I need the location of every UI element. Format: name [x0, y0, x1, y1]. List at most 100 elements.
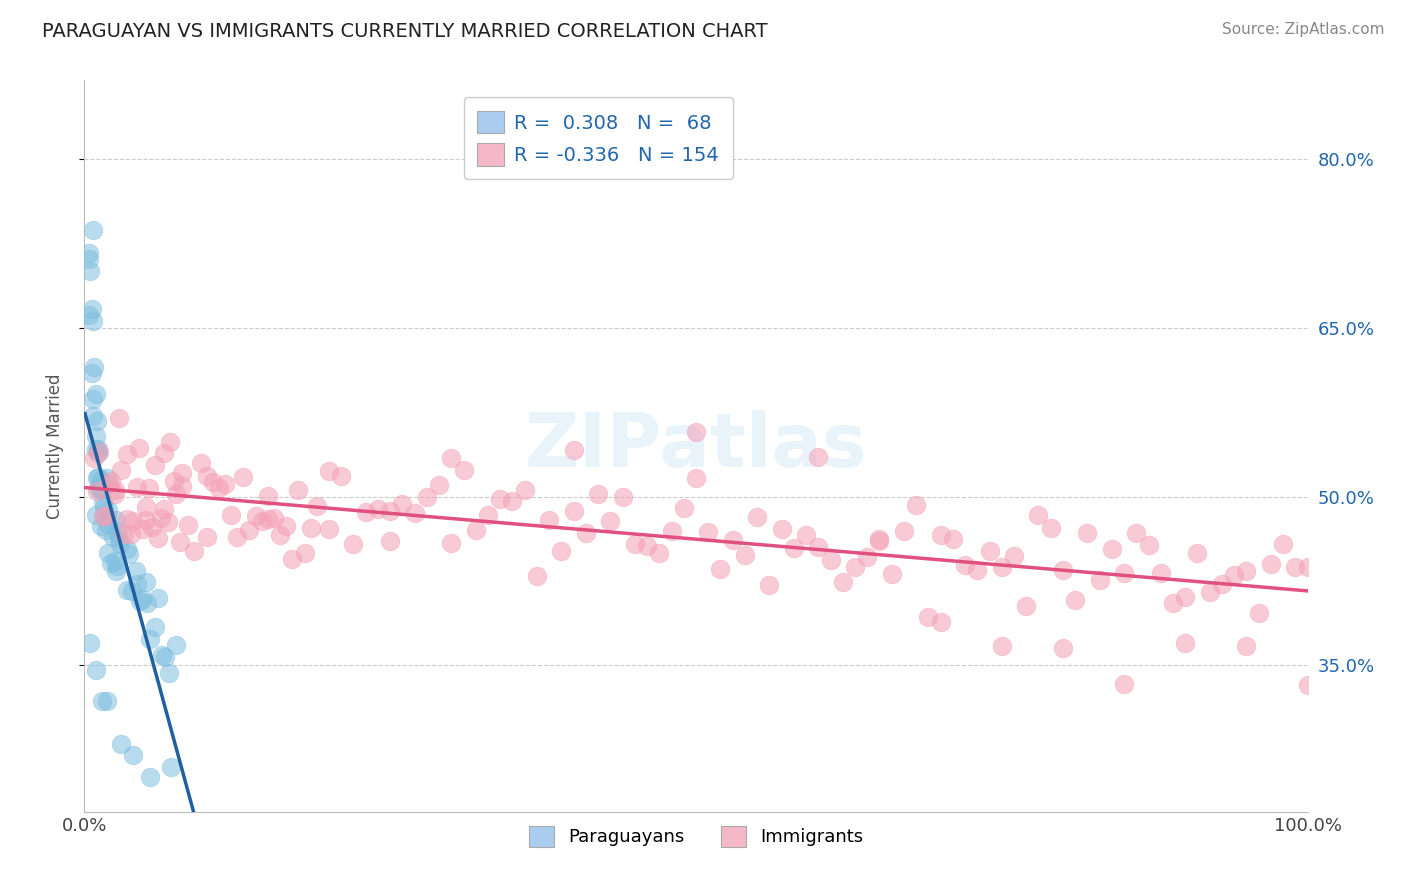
- Point: [966, 563, 988, 577]
- Point: [1187, 546, 1209, 560]
- Point: [586, 486, 609, 500]
- Point: [276, 519, 298, 533]
- Point: [1161, 596, 1184, 610]
- Point: [183, 544, 205, 558]
- Point: [96, 510, 118, 524]
- Point: [131, 591, 153, 606]
- Point: [893, 524, 915, 538]
- Point: [1015, 599, 1038, 613]
- Point: [86, 446, 108, 460]
- Point: [77, 308, 100, 322]
- Point: [1223, 568, 1246, 582]
- Point: [636, 539, 658, 553]
- Point: [132, 522, 155, 536]
- Point: [232, 470, 254, 484]
- Point: [172, 478, 194, 492]
- Point: [129, 593, 152, 607]
- Point: [190, 456, 212, 470]
- Point: [208, 481, 231, 495]
- Point: [138, 771, 160, 785]
- Point: [112, 526, 135, 541]
- Point: [991, 639, 1014, 653]
- Point: [318, 465, 340, 479]
- Point: [159, 759, 181, 773]
- Point: [672, 501, 695, 516]
- Point: [93, 508, 115, 523]
- Point: [380, 533, 402, 548]
- Point: [83, 450, 105, 465]
- Point: [807, 450, 830, 464]
- Point: [97, 516, 120, 531]
- Point: [96, 471, 118, 485]
- Point: [979, 544, 1001, 558]
- Point: [575, 526, 598, 541]
- Point: [100, 556, 122, 570]
- Point: [238, 524, 260, 538]
- Point: [1064, 592, 1087, 607]
- Point: [1284, 560, 1306, 574]
- Text: PARAGUAYAN VS IMMIGRANTS CURRENTLY MARRIED CORRELATION CHART: PARAGUAYAN VS IMMIGRANTS CURRENTLY MARRI…: [42, 22, 768, 41]
- Point: [86, 470, 108, 484]
- Point: [87, 482, 110, 496]
- Point: [1260, 558, 1282, 572]
- Point: [464, 523, 486, 537]
- Point: [219, 508, 242, 522]
- Point: [177, 517, 200, 532]
- Point: [513, 483, 536, 497]
- Point: [1137, 538, 1160, 552]
- Point: [87, 442, 110, 456]
- Point: [526, 569, 548, 583]
- Point: [257, 512, 280, 526]
- Point: [150, 648, 173, 662]
- Point: [80, 366, 103, 380]
- Point: [1125, 526, 1147, 541]
- Point: [1028, 508, 1050, 522]
- Point: [195, 469, 218, 483]
- Point: [80, 301, 103, 316]
- Point: [105, 513, 128, 527]
- Point: [90, 473, 112, 487]
- Point: [287, 483, 309, 498]
- Point: [685, 471, 707, 485]
- Point: [90, 483, 112, 497]
- Point: [502, 493, 524, 508]
- Point: [440, 451, 463, 466]
- Point: [330, 468, 353, 483]
- Point: [226, 530, 249, 544]
- Point: [263, 511, 285, 525]
- Point: [820, 552, 842, 566]
- Point: [869, 534, 891, 549]
- Point: [905, 498, 928, 512]
- Point: [77, 246, 100, 260]
- Point: [104, 487, 127, 501]
- Point: [269, 528, 291, 542]
- Point: [115, 582, 138, 597]
- Point: [82, 314, 104, 328]
- Point: [82, 392, 104, 406]
- Point: [153, 446, 176, 460]
- Point: [661, 524, 683, 538]
- Point: [120, 526, 142, 541]
- Point: [84, 508, 107, 522]
- Point: [721, 533, 744, 548]
- Point: [1052, 563, 1074, 577]
- Point: [1296, 560, 1319, 574]
- Point: [929, 528, 952, 542]
- Point: [157, 665, 180, 680]
- Point: [125, 480, 148, 494]
- Point: [685, 425, 707, 440]
- Point: [163, 474, 186, 488]
- Point: [84, 663, 107, 677]
- Point: [599, 515, 621, 529]
- Point: [214, 476, 236, 491]
- Point: [115, 541, 138, 556]
- Point: [125, 564, 148, 578]
- Point: [77, 252, 100, 267]
- Point: [105, 524, 128, 539]
- Point: [100, 474, 122, 488]
- Point: [87, 444, 110, 458]
- Point: [427, 477, 450, 491]
- Point: [122, 514, 145, 528]
- Point: [281, 552, 304, 566]
- Point: [90, 519, 112, 533]
